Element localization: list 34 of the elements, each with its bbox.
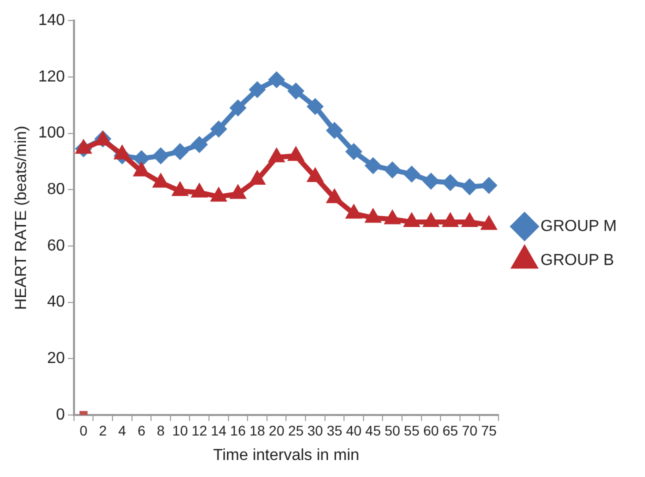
x-tick-label: 10 (172, 422, 188, 438)
legend-label: GROUP B (540, 252, 614, 269)
x-tick-label: 35 (326, 422, 342, 438)
x-axis-title: Time intervals in min (213, 446, 360, 464)
y-tick-label: 0 (56, 406, 65, 424)
x-tick-label: 16 (230, 422, 246, 438)
x-tick-label: 25 (288, 422, 304, 438)
x-tick-label: 65 (442, 422, 458, 438)
y-tick-label: 80 (47, 181, 65, 198)
y-tick-label: 140 (38, 12, 65, 30)
x-tick-label: 14 (210, 422, 227, 438)
x-tick-label: 12 (192, 422, 208, 438)
x-tick-label: 20 (268, 422, 285, 438)
x-tick-label: 0 (80, 422, 88, 438)
x-tick-label: 60 (423, 422, 439, 438)
y-tick-label: 40 (47, 294, 65, 311)
y-axis-title: HEART RATE (beats/min) (13, 126, 30, 310)
x-tick-label: 8 (156, 422, 165, 438)
x-tick-label: 40 (346, 422, 362, 438)
y-tick-label: 100 (38, 124, 65, 142)
legend-label: GROUP M (540, 218, 617, 235)
x-tick-label: 75 (481, 422, 497, 438)
x-tick-label: 50 (384, 422, 400, 438)
x-tick-label: 45 (365, 422, 382, 438)
y-tick-label: 120 (38, 68, 65, 86)
x-tick-label: 30 (307, 422, 324, 438)
x-tick-label: 4 (118, 422, 126, 438)
x-tick-label: 2 (98, 422, 107, 438)
y-tick-label: 20 (47, 350, 65, 368)
x-tick-label: 18 (249, 422, 266, 438)
x-tick-label: 55 (404, 422, 420, 438)
y-tick-label: 60 (47, 237, 65, 254)
x-tick-label: 70 (462, 422, 478, 438)
x-tick-label: 6 (138, 422, 146, 438)
